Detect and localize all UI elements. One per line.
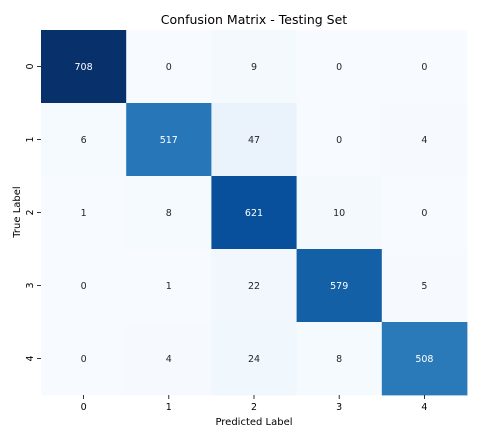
x-axis: 0 1 2 3 4 — [81, 395, 427, 413]
x-tick-label-4: 4 — [421, 402, 427, 413]
y-axis-label: True Label — [12, 186, 23, 238]
cell-value-0-0: 708 — [75, 62, 93, 73]
cell-value-2-0: 1 — [81, 208, 87, 219]
cell-value-2-4: 0 — [421, 208, 427, 219]
cell-value-1-0: 6 — [81, 135, 87, 146]
y-tick-label-3: 3 — [25, 282, 36, 288]
heatmap-cell-1-3 — [296, 103, 383, 177]
cell-value-4-3: 8 — [336, 354, 342, 365]
heatmap-cell-1-0 — [41, 103, 127, 177]
heatmap-cell-4-1 — [126, 322, 212, 396]
cell-value-4-4: 508 — [415, 354, 433, 365]
heatmap-cell-4-4 — [381, 322, 468, 396]
cell-value-1-2: 47 — [248, 135, 260, 146]
cell-value-2-3: 10 — [333, 208, 345, 219]
cell-value-1-3: 0 — [336, 135, 342, 146]
heatmap-cell-1-2 — [211, 103, 297, 177]
cell-value-1-4: 4 — [421, 135, 427, 146]
heatmap-cell-0-1 — [126, 30, 212, 104]
y-tick-label-4: 4 — [25, 355, 36, 361]
cell-value-2-2: 621 — [245, 208, 263, 219]
heatmap-cell-0-3 — [296, 30, 383, 104]
cell-value-4-2: 24 — [248, 354, 260, 365]
x-tick-label-0: 0 — [81, 402, 87, 413]
cell-value-2-1: 8 — [166, 208, 172, 219]
heatmap-cell-4-3 — [296, 322, 383, 396]
heatmap-cell-2-1 — [126, 176, 212, 250]
cell-value-4-0: 0 — [81, 354, 87, 365]
cell-value-0-1: 0 — [166, 62, 172, 73]
cell-value-1-1: 517 — [160, 135, 178, 146]
y-tick-label-1: 1 — [25, 136, 36, 142]
heatmap-cell-3-0 — [41, 249, 127, 323]
heatmap-cell-1-1 — [126, 103, 212, 177]
heatmap-cell-3-1 — [126, 249, 212, 323]
cell-value-4-1: 4 — [166, 354, 172, 365]
x-axis-label: Predicted Label — [215, 417, 292, 428]
heatmap-cell-4-0 — [41, 322, 127, 396]
heatmap-cell-2-0 — [41, 176, 127, 250]
x-tick-label-3: 3 — [336, 402, 342, 413]
y-tick-label-2: 2 — [25, 209, 36, 215]
y-axis: 0 1 2 3 4 — [25, 63, 41, 362]
heatmap-cell-0-0 — [41, 30, 127, 104]
heatmap-cell-3-2 — [211, 249, 297, 323]
heatmap-cell-3-4 — [381, 249, 468, 323]
cell-value-3-0: 0 — [81, 281, 87, 292]
x-tick-label-1: 1 — [166, 402, 172, 413]
heatmap-cell-0-4 — [381, 30, 468, 104]
cell-value-3-4: 5 — [421, 281, 427, 292]
heatmap-cell-0-2 — [211, 30, 297, 104]
cell-value-3-2: 22 — [248, 281, 260, 292]
heatmap-cell-3-3 — [296, 249, 383, 323]
cell-value-0-2: 9 — [251, 62, 257, 73]
cell-value-3-3: 579 — [330, 281, 348, 292]
heatmap-cell-2-2 — [211, 176, 297, 250]
cell-value-0-3: 0 — [336, 62, 342, 73]
heatmap-cell-2-4 — [381, 176, 468, 250]
heatmap-grid: 708 0 9 0 0 6 517 47 0 4 1 8 621 10 0 0 1 22 579 5 0 4 24 8 508 — [41, 30, 468, 396]
cell-value-0-4: 0 — [421, 62, 427, 73]
heatmap-cell-4-2 — [211, 322, 297, 396]
heatmap-cell-2-3 — [296, 176, 383, 250]
cell-value-3-1: 1 — [166, 281, 172, 292]
chart-title: Confusion Matrix - Testing Set — [161, 12, 348, 27]
x-tick-label-2: 2 — [251, 402, 257, 413]
heatmap-cell-1-4 — [381, 103, 468, 177]
y-tick-label-0: 0 — [25, 63, 36, 69]
